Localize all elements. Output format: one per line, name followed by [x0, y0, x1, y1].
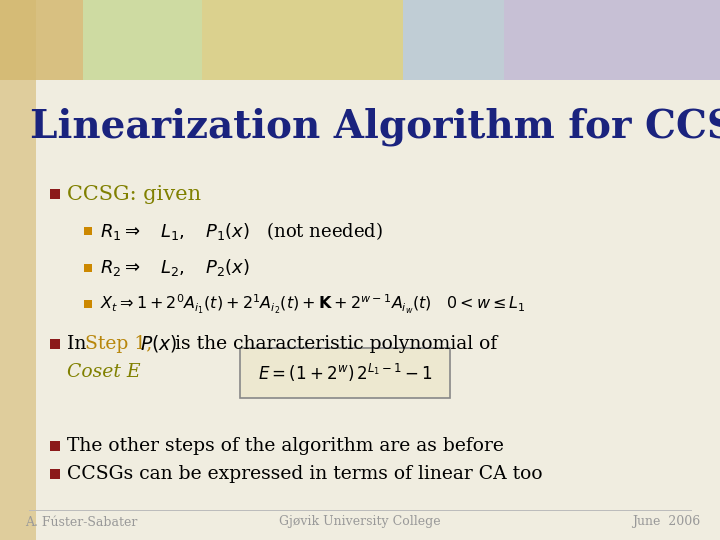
- Bar: [50, 441, 60, 451]
- Bar: [202, 0, 403, 80]
- Bar: [50, 339, 60, 349]
- Text: CCSGs can be expressed in terms of linear CA too: CCSGs can be expressed in terms of linea…: [67, 465, 543, 483]
- Bar: [84, 264, 92, 272]
- Text: Step 1,: Step 1,: [85, 335, 152, 353]
- Bar: [50, 469, 60, 479]
- Text: $R_2 \Rightarrow$   $L_2,$   $P_2(x)$: $R_2 \Rightarrow$ $L_2,$ $P_2(x)$: [100, 258, 250, 279]
- Text: Coset E: Coset E: [67, 363, 140, 381]
- Bar: [84, 227, 92, 235]
- Bar: [50, 189, 60, 199]
- Bar: [0, 0, 36, 540]
- Text: A. Fúster-Sabater: A. Fúster-Sabater: [25, 516, 138, 529]
- Text: is the characteristic polynomial of: is the characteristic polynomial of: [175, 335, 498, 353]
- Text: In: In: [67, 335, 92, 353]
- Text: CCSG: given: CCSG: given: [67, 185, 201, 204]
- Text: $E = (1+2^w)\,2^{L_1-1} - 1$: $E = (1+2^w)\,2^{L_1-1} - 1$: [258, 362, 433, 384]
- Text: Linearization Algorithm for CCSGs: Linearization Algorithm for CCSGs: [30, 108, 720, 146]
- Text: The other steps of the algorithm are as before: The other steps of the algorithm are as …: [67, 437, 504, 455]
- Text: $R_1 \Rightarrow$   $L_1,$   $P_1(x)$   (not needed): $R_1 \Rightarrow$ $L_1,$ $P_1(x)$ (not n…: [100, 220, 383, 242]
- Bar: [504, 0, 720, 80]
- Bar: [0, 0, 83, 80]
- Text: Gjøvik University College: Gjøvik University College: [279, 516, 441, 529]
- Text: $P(x)$: $P(x)$: [140, 334, 177, 354]
- Bar: [403, 0, 504, 80]
- Bar: [240, 348, 450, 398]
- Bar: [84, 300, 92, 308]
- Text: $X_t \Rightarrow 1+2^0 A_{i_1}(t)+2^1 A_{i_2}(t)+\mathbf{K}+2^{w-1}A_{i_w}(t)$  : $X_t \Rightarrow 1+2^0 A_{i_1}(t)+2^1 A_…: [100, 292, 526, 316]
- Text: June  2006: June 2006: [631, 516, 700, 529]
- Bar: [83, 0, 202, 80]
